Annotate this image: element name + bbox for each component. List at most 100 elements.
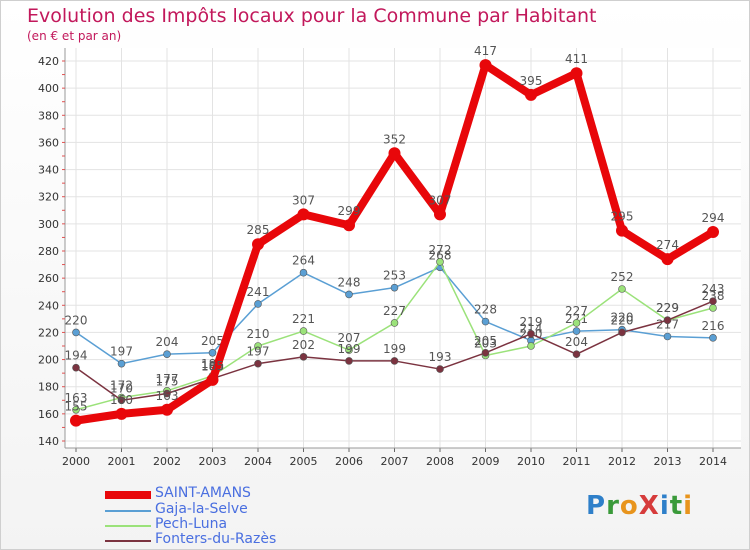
logo-letter: i	[659, 491, 670, 521]
data-point	[343, 219, 355, 232]
data-label: 253	[383, 269, 406, 283]
data-point	[436, 365, 444, 373]
data-point	[299, 353, 308, 361]
data-point	[709, 304, 717, 312]
data-label: 160	[110, 393, 133, 407]
logo-letter: t	[669, 491, 684, 521]
data-point	[570, 67, 583, 80]
data-label: 199	[383, 342, 406, 356]
data-label: 227	[383, 304, 406, 318]
data-point	[709, 297, 717, 306]
data-label: 243	[702, 282, 725, 296]
data-point	[390, 357, 399, 365]
data-point	[661, 253, 674, 266]
data-point	[345, 346, 353, 354]
x-tick-label: 2010	[517, 455, 545, 468]
data-label: 220	[65, 313, 88, 327]
data-point	[707, 226, 719, 238]
data-point	[527, 329, 535, 338]
legend-label: Fonters-du-Razès	[155, 531, 277, 547]
data-point	[252, 238, 264, 251]
data-point	[117, 396, 126, 405]
data-point	[709, 334, 717, 342]
y-tick-label: 360	[38, 136, 59, 149]
y-tick-label: 420	[38, 55, 59, 68]
y-tick-label: 260	[38, 272, 59, 285]
data-label: 272	[429, 243, 452, 257]
data-label: 205	[474, 334, 497, 348]
data-label: 207	[338, 331, 361, 345]
data-point	[299, 268, 308, 277]
data-label: 220	[611, 311, 634, 325]
data-point	[663, 316, 672, 325]
data-label: 307	[429, 193, 452, 207]
data-label: 228	[474, 303, 497, 317]
logo-letter: X	[638, 491, 660, 521]
y-tick-label: 300	[38, 218, 59, 231]
data-point	[345, 357, 353, 365]
x-tick-label: 2009	[472, 455, 500, 468]
data-label: 197	[247, 345, 270, 359]
y-tick-label: 240	[38, 299, 59, 312]
x-tick-label: 2008	[426, 455, 454, 468]
data-point	[345, 290, 353, 299]
legend-label: SAINT-AMANS	[155, 485, 251, 501]
data-label: 294	[702, 211, 725, 225]
data-label: 203	[474, 337, 497, 351]
legend-label: Gaja-la-Selve	[155, 501, 248, 517]
data-point	[525, 88, 537, 101]
data-point	[72, 328, 80, 337]
x-tick-label: 2001	[108, 455, 136, 468]
data-point	[390, 283, 399, 292]
data-label: 202	[292, 338, 315, 352]
legend-swatch	[105, 540, 151, 542]
data-point	[117, 359, 126, 368]
data-point	[481, 317, 490, 326]
legend-swatch	[105, 491, 151, 499]
y-tick-label: 200	[38, 354, 59, 367]
data-point	[481, 348, 490, 357]
y-tick-label: 220	[38, 326, 59, 339]
data-label: 227	[565, 304, 588, 318]
data-point	[163, 389, 171, 398]
data-point	[161, 403, 173, 416]
data-label: 163	[65, 391, 88, 405]
data-point	[254, 342, 262, 350]
legend-label: Pech-Luna	[155, 516, 228, 532]
data-point	[254, 300, 262, 308]
data-point	[163, 350, 171, 358]
data-label: 299	[338, 204, 361, 218]
x-tick-label: 2003	[199, 455, 227, 468]
data-label: 229	[656, 301, 679, 315]
y-tick-label: 320	[38, 191, 59, 204]
data-label: 285	[247, 223, 270, 237]
data-label: 295	[611, 210, 634, 224]
data-point	[663, 332, 672, 341]
data-point	[299, 327, 308, 335]
y-tick-label: 140	[38, 435, 59, 448]
data-point	[115, 407, 128, 420]
data-point	[618, 328, 626, 337]
logo-letter: r	[606, 491, 620, 521]
x-tick-label: 2011	[563, 455, 591, 468]
x-tick-label: 2006	[335, 455, 363, 468]
data-label: 214	[520, 322, 543, 336]
data-label: 417	[474, 44, 497, 58]
data-label: 175	[156, 375, 179, 389]
legend-swatch	[105, 510, 151, 512]
logo-letter: o	[619, 491, 639, 521]
x-tick-label: 2000	[62, 455, 90, 468]
y-tick-label: 400	[38, 82, 59, 95]
x-tick-label: 2005	[290, 455, 318, 468]
data-point	[206, 373, 219, 386]
x-tick-label: 2007	[381, 455, 409, 468]
data-point	[72, 363, 80, 372]
data-point	[572, 350, 581, 358]
data-label: 274	[656, 238, 679, 252]
data-point	[434, 208, 446, 221]
plot-area	[65, 48, 741, 448]
data-label: 193	[429, 350, 452, 364]
data-label: 205	[201, 334, 224, 348]
